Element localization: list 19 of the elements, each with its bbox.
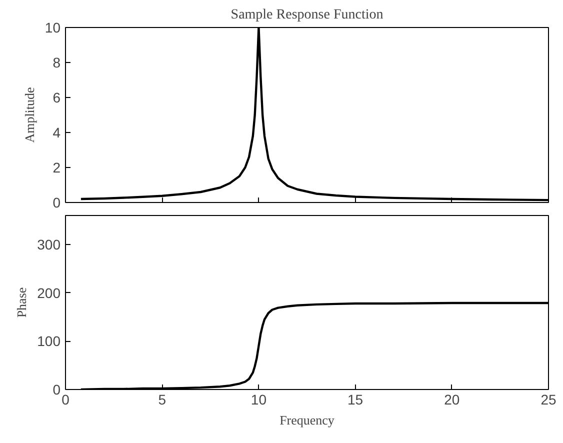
x-axis-title: Frequency xyxy=(280,412,335,428)
y-tick-label: 8 xyxy=(52,54,61,70)
chart-title: Sample Response Function xyxy=(230,8,384,22)
y-tick-label: 2 xyxy=(52,160,61,176)
y-axis-title: Amplitude xyxy=(22,86,37,143)
y-tick-label: 10 xyxy=(44,20,61,36)
y-tick-label: 4 xyxy=(52,124,61,140)
y-tick-label: 0 xyxy=(52,194,61,210)
x-tick-label: 5 xyxy=(158,392,166,408)
y-tick-label: 300 xyxy=(37,236,61,252)
x-tick-label: 10 xyxy=(250,392,267,408)
x-tick-label: 20 xyxy=(444,392,460,408)
y-tick-label: 100 xyxy=(37,333,61,350)
y-tick-label: 6 xyxy=(52,90,61,106)
y-tick-label: 200 xyxy=(37,284,61,301)
x-tick-label: 15 xyxy=(348,392,364,408)
y-axis-title: Phase xyxy=(14,287,30,318)
x-tick-label: 25 xyxy=(540,392,556,408)
y-tick-label: 0 xyxy=(52,382,61,398)
